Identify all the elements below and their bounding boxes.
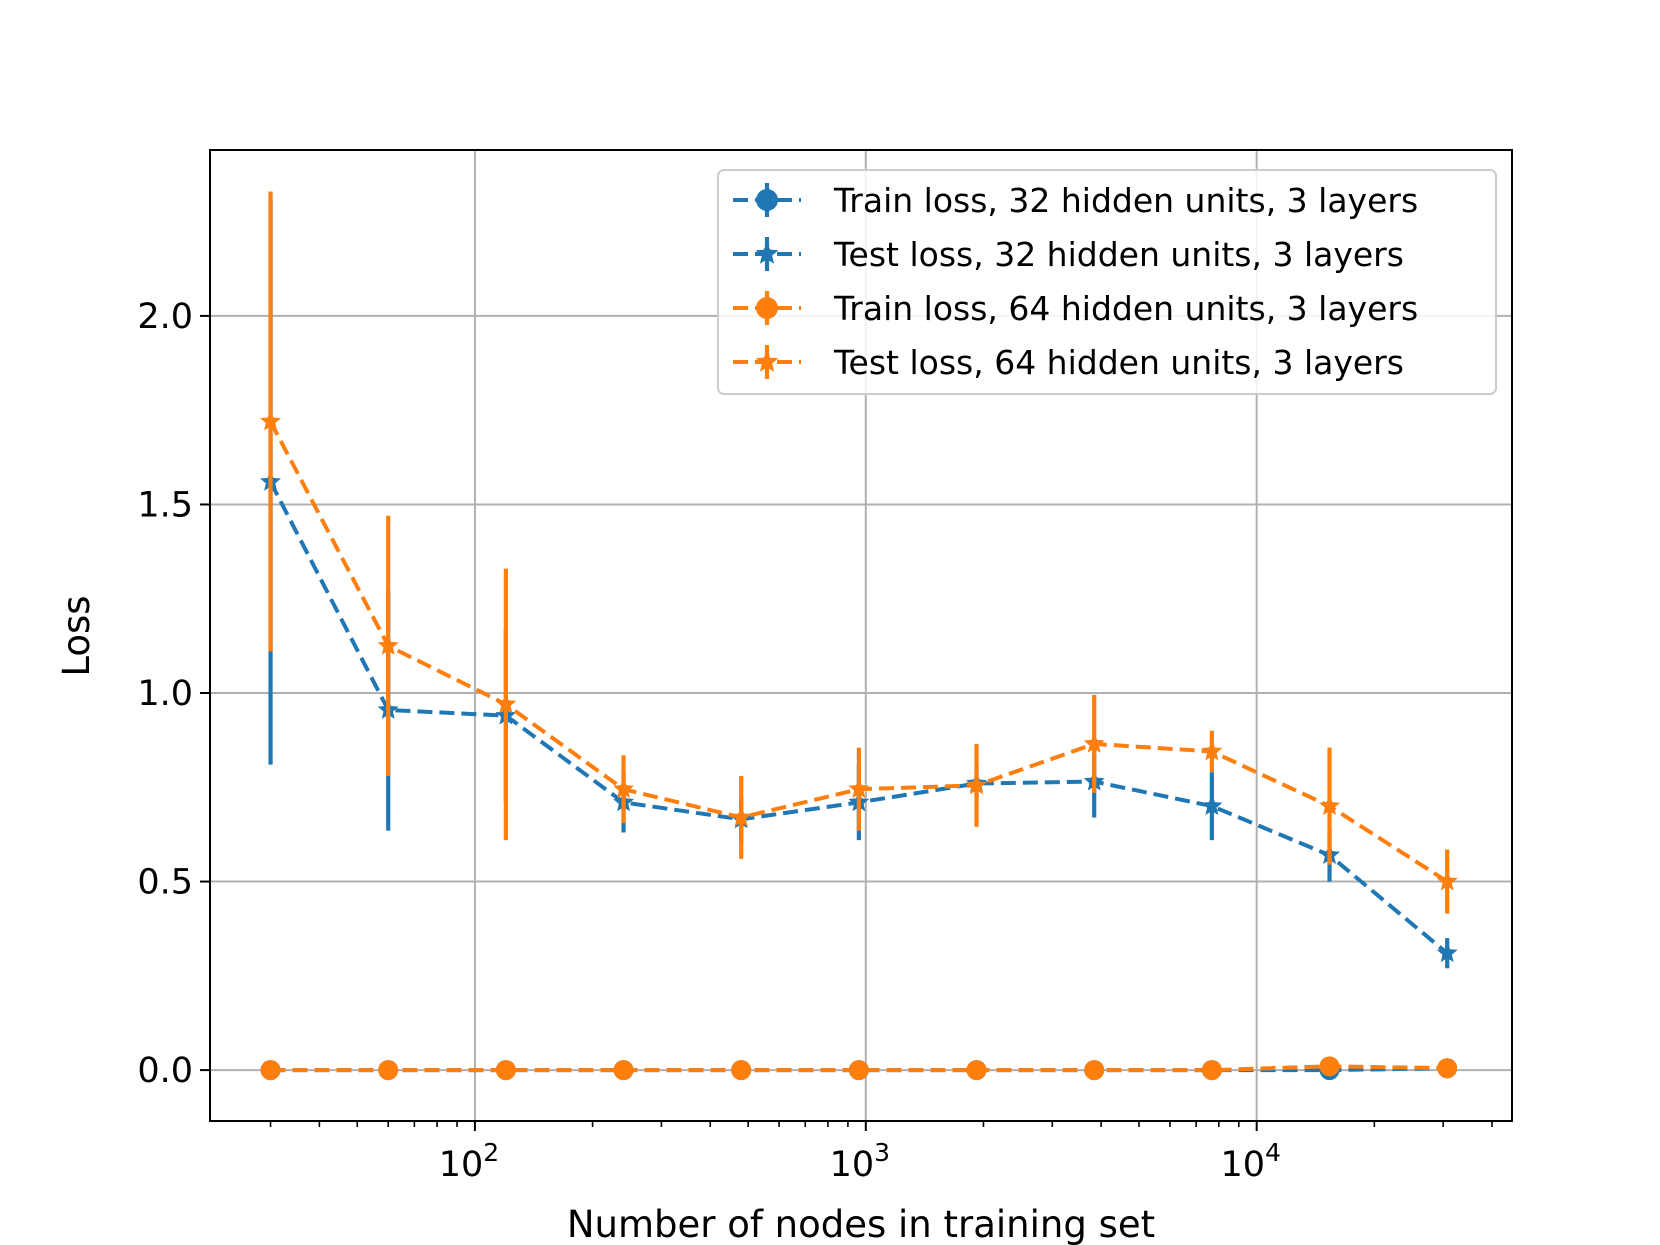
y-tick-label: 0.5 [137, 863, 193, 903]
star-marker [848, 778, 870, 799]
x-tick-exponent: 4 [1265, 1138, 1281, 1167]
legend-label: Test loss, 64 hidden units, 3 layers [833, 343, 1404, 382]
legend-label: Test loss, 32 hidden units, 3 layers [833, 235, 1404, 274]
x-tick-exponent: 3 [874, 1138, 890, 1167]
circle-marker [1201, 1060, 1222, 1081]
y-axis-label: Loss [55, 595, 98, 676]
star-marker [755, 242, 779, 264]
y-tick-label: 2.0 [137, 297, 193, 337]
star-marker [730, 806, 752, 827]
legend-item: Train loss, 64 hidden units, 3 layers [733, 289, 1418, 328]
legend-item: Test loss, 64 hidden units, 3 layers [733, 343, 1404, 382]
x-axis-label: Number of nodes in training set [567, 1203, 1155, 1245]
series-layer [260, 191, 1458, 1081]
star-marker [1083, 732, 1105, 753]
circle-marker [613, 1060, 634, 1081]
y-tick-label: 1.0 [137, 674, 193, 714]
star-marker [1319, 795, 1340, 816]
series-line [270, 1064, 1448, 1073]
circle-marker [1084, 1060, 1105, 1081]
star-marker [495, 693, 517, 714]
star-marker [755, 350, 779, 372]
circle-marker [1319, 1056, 1340, 1077]
axis-ticks [200, 314, 1493, 1131]
star-marker [966, 774, 987, 795]
circle-marker [756, 189, 778, 211]
star-marker [1436, 870, 1458, 891]
legend: Train loss, 32 hidden units, 3 layers Tes… [717, 169, 1497, 395]
star-marker [1201, 795, 1223, 816]
legend-item: Test loss, 32 hidden units, 3 layers [733, 235, 1404, 274]
x-tick-exponent: 2 [483, 1138, 499, 1167]
legend-label: Train loss, 32 hidden units, 3 layers [833, 181, 1418, 220]
circle-marker [756, 297, 778, 319]
star-marker [1436, 942, 1458, 963]
circle-marker [731, 1060, 752, 1081]
circle-marker [378, 1060, 399, 1081]
axes-frame [209, 149, 1513, 1122]
legend-box [717, 169, 1497, 395]
series-3 [260, 1056, 1458, 1081]
star-marker [377, 634, 399, 655]
circle-marker [966, 1060, 987, 1081]
y-tick-label: 0.0 [137, 1051, 193, 1091]
star-marker [260, 410, 282, 431]
circle-marker [1437, 1058, 1458, 1079]
y-tick-label: 1.5 [137, 485, 193, 525]
star-marker [613, 778, 634, 799]
circle-marker [848, 1060, 869, 1081]
circle-marker [260, 1060, 281, 1081]
series-4 [260, 191, 1458, 914]
legend-item: Train loss, 32 hidden units, 3 layers [733, 181, 1418, 220]
star-marker [1201, 740, 1223, 761]
circle-marker [495, 1060, 516, 1081]
legend-label: Train loss, 64 hidden units, 3 layers [833, 289, 1418, 328]
